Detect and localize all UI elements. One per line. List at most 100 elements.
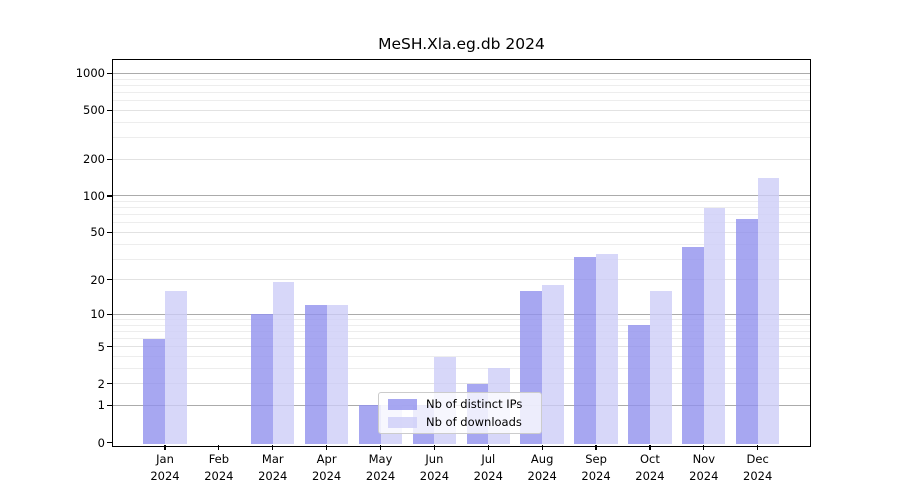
x-tick (757, 444, 759, 450)
year-label: 2024 (581, 468, 611, 483)
gridline-minor (113, 319, 810, 320)
y-tick (107, 313, 112, 315)
y-tick (107, 383, 112, 385)
x-tick-label-nov: Nov 2024 (674, 451, 734, 484)
ips-swatch (388, 398, 417, 410)
y-tick (107, 441, 112, 444)
gridline (113, 109, 810, 111)
x-tick-label-jul: Jul 2024 (458, 451, 518, 484)
x-tick (541, 444, 543, 450)
y-tick (107, 195, 112, 197)
x-tick (379, 444, 382, 450)
y-tick-label: 2 (97, 376, 105, 391)
gridline-major (113, 313, 810, 315)
month-label: Oct (639, 452, 660, 466)
gridline-minor (113, 222, 810, 224)
y-tick (107, 404, 112, 407)
month-label: May (368, 452, 393, 466)
x-tick (649, 444, 651, 450)
bar-ips-mar (251, 314, 273, 445)
y-tick-label: 5 (97, 339, 105, 354)
bar-downloads-nov (703, 207, 726, 445)
year-label: 2024 (204, 468, 234, 483)
month-label: Feb (208, 452, 230, 466)
bar-ips-dec (735, 218, 758, 445)
x-tick-label-feb: Feb 2024 (189, 451, 249, 484)
gridline-minor (113, 91, 810, 93)
gridline-minor (113, 214, 810, 216)
gridline (113, 231, 810, 233)
y-tick-label: 50 (90, 225, 105, 240)
bar-downloads-jan (165, 291, 187, 445)
x-tick (487, 444, 489, 450)
gridline-minor (113, 100, 810, 102)
bar-downloads-oct (649, 291, 672, 445)
downloads-swatch (388, 416, 417, 428)
x-tick (272, 444, 274, 450)
legend-label-ips: Nb of distinct IPs (426, 397, 523, 411)
y-tick (107, 109, 112, 111)
chart-title: MeSH.Xla.eg.db 2024 (378, 35, 545, 53)
year-label: 2024 (743, 468, 773, 483)
gridline (113, 279, 810, 281)
gridline-minor (113, 324, 810, 326)
year-label: 2024 (258, 468, 288, 483)
month-label: Apr (316, 452, 337, 466)
x-tick (595, 444, 597, 450)
y-tick (107, 231, 112, 234)
y-tick-label: 200 (83, 152, 105, 167)
x-tick-label-oct: Oct 2024 (620, 451, 680, 484)
y-tick-label: 0 (97, 435, 105, 450)
x-tick-label-jun: Jun 2024 (404, 451, 464, 484)
gridline-minor (113, 84, 810, 86)
year-label: 2024 (689, 468, 719, 483)
gridline-minor (113, 330, 810, 332)
month-label: Jan (156, 452, 174, 466)
legend: Nb of distinct IPs Nb of downloads (378, 392, 542, 434)
x-tick (703, 444, 705, 450)
month-label: Dec (746, 452, 769, 466)
bar-downloads-sep (596, 254, 618, 445)
gridline-major (113, 195, 810, 197)
bar-downloads-apr (326, 305, 349, 445)
bar-ips-oct (628, 325, 650, 445)
bar-downloads-mar (272, 282, 295, 445)
x-tick-label-dec: Dec 2024 (728, 451, 788, 484)
gridline-minor (113, 207, 810, 209)
bar-downloads-aug (542, 285, 564, 445)
x-tick-label-sep: Sep 2024 (566, 451, 626, 484)
y-tick-label: 1 (97, 398, 105, 413)
gridline (113, 383, 810, 385)
month-label: Nov (692, 452, 716, 466)
x-tick (164, 444, 166, 450)
gridline-minor (113, 243, 810, 245)
y-tick-label: 1000 (75, 66, 105, 81)
y-tick-label: 10 (90, 307, 105, 322)
year-label: 2024 (527, 468, 557, 483)
gridline (113, 158, 810, 160)
year-label: 2024 (150, 468, 180, 483)
gridline-minor (113, 356, 810, 358)
x-tick (218, 444, 220, 450)
gridline-minor (113, 137, 810, 139)
year-label: 2024 (473, 468, 503, 483)
bar-ips-apr (304, 305, 327, 445)
year-label: 2024 (311, 468, 342, 483)
year-label: 2024 (635, 468, 665, 483)
x-tick (433, 444, 435, 450)
y-tick-label: 20 (90, 272, 105, 287)
month-label: Mar (261, 452, 284, 466)
legend-item-downloads: Nb of downloads (379, 415, 541, 430)
x-tick-label-jan: Jan 2024 (135, 451, 195, 484)
month-label: Jun (425, 452, 444, 466)
y-tick (107, 346, 112, 348)
gridline-major (113, 72, 810, 74)
gridline (113, 346, 810, 348)
x-tick (326, 444, 328, 450)
bar-ips-nov (682, 246, 704, 445)
x-tick-label-may: May 2024 (351, 451, 411, 484)
bar-downloads-dec (757, 178, 780, 445)
y-tick-label: 500 (83, 103, 105, 118)
month-label: Aug (530, 452, 554, 466)
